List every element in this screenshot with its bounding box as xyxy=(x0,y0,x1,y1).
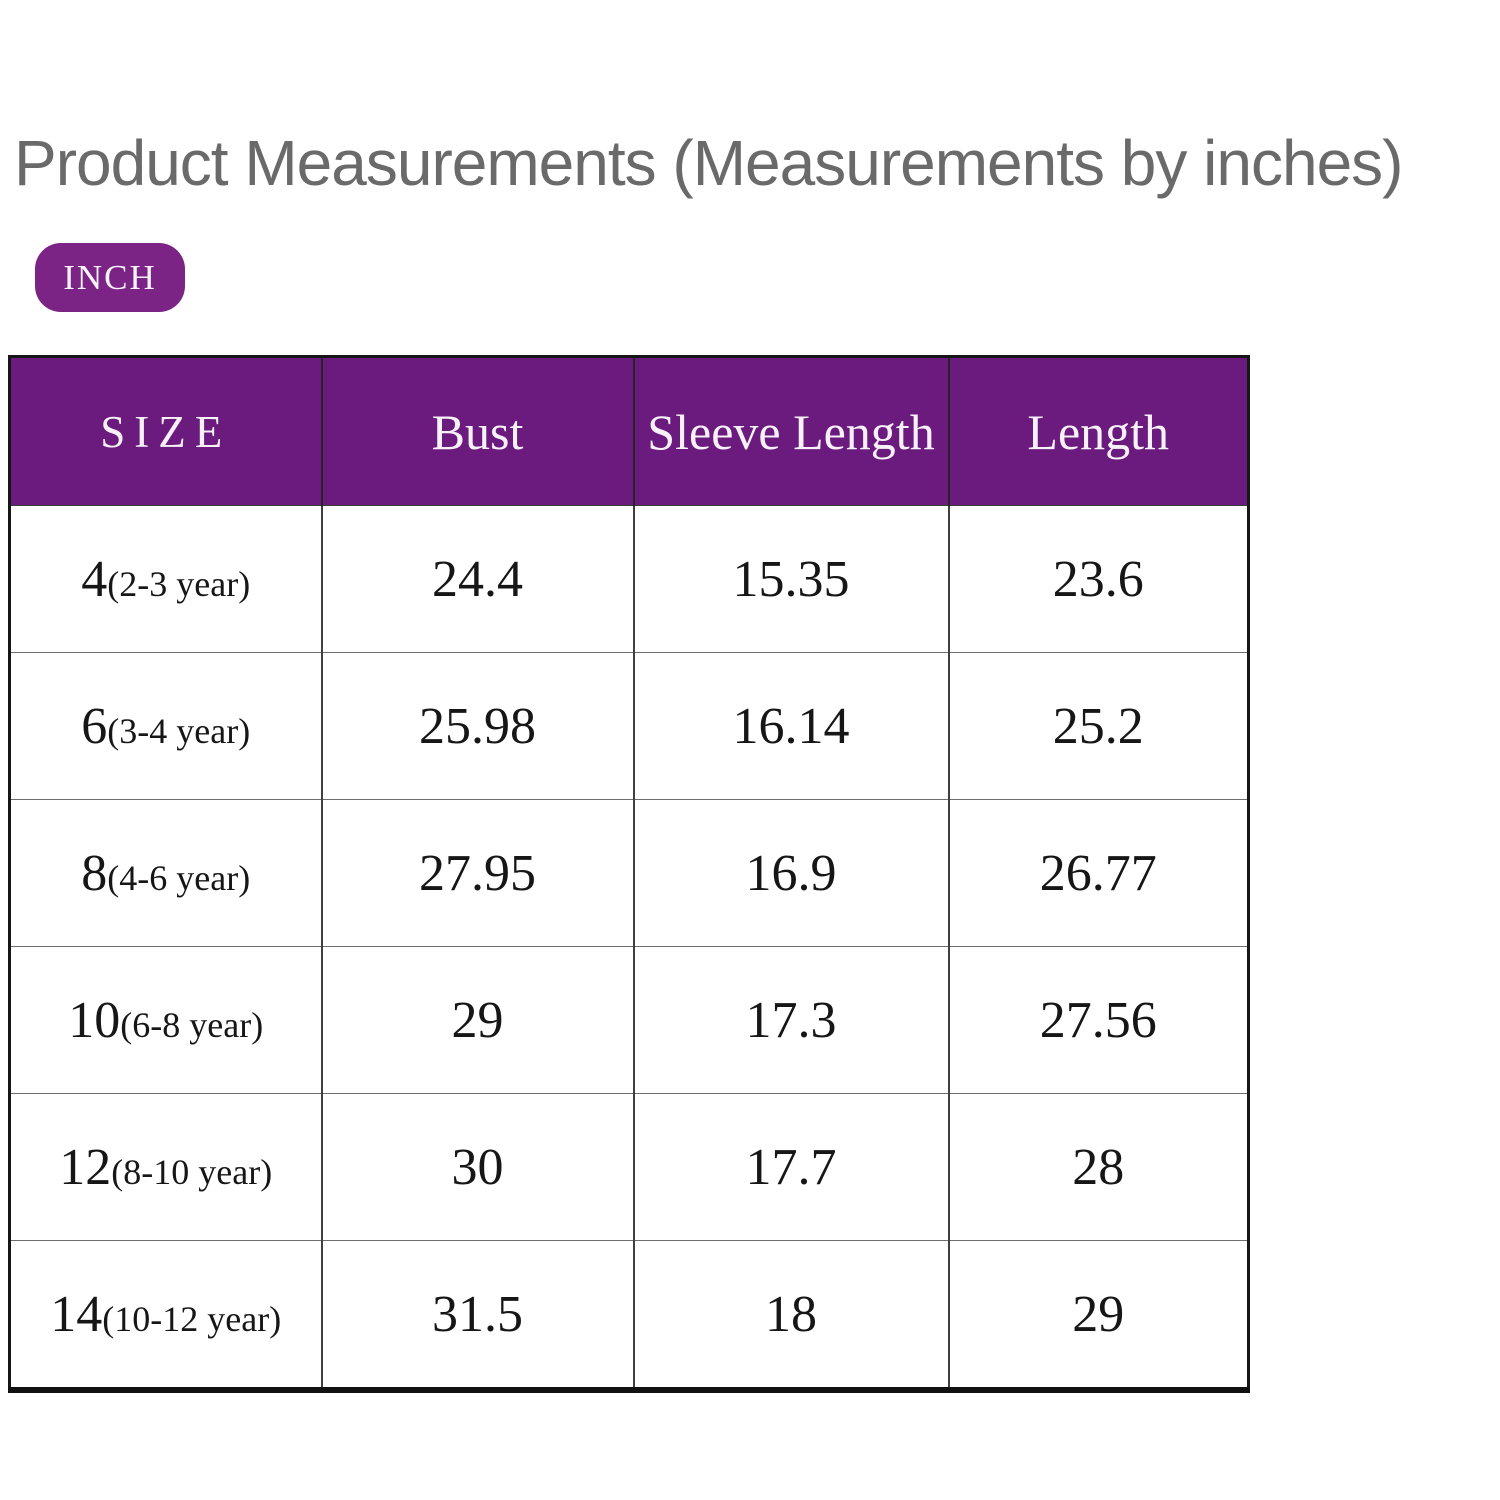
length-cell: 28 xyxy=(947,1093,1250,1241)
column-header-length: Length xyxy=(947,355,1250,506)
measurements-table: SIZE Bust Sleeve Length Length 4(2-3 yea… xyxy=(8,355,1250,1393)
sleeve-length-value: 16.14 xyxy=(732,697,850,755)
length-value: 26.77 xyxy=(1039,844,1157,902)
length-value: 23.6 xyxy=(1052,550,1144,608)
size-age-range: (10-12 year) xyxy=(102,1298,282,1339)
sleeve-length-cell: 16.9 xyxy=(632,799,950,947)
bust-value: 29 xyxy=(451,991,504,1049)
bust-value: 24.4 xyxy=(432,550,523,608)
size-number: 4 xyxy=(81,550,108,608)
size-number: 6 xyxy=(81,697,108,755)
length-value: 29 xyxy=(1072,1285,1125,1343)
sleeve-length-value: 15.35 xyxy=(732,550,850,608)
bust-cell: 27.95 xyxy=(320,799,635,947)
length-value: 27.56 xyxy=(1039,991,1157,1049)
length-value: 28 xyxy=(1072,1138,1125,1196)
sleeve-length-cell: 18 xyxy=(632,1240,950,1391)
size-age-range: (2-3 year) xyxy=(107,563,251,604)
size-cell: 4(2-3 year) xyxy=(8,505,323,653)
size-age-range: (8-10 year) xyxy=(111,1151,273,1192)
size-cell: 8(4-6 year) xyxy=(8,799,323,947)
column-header-sleeve-length: Sleeve Length xyxy=(632,355,950,506)
size-cell: 6(3-4 year) xyxy=(8,652,323,800)
size-cell: 14(10-12 year) xyxy=(8,1240,323,1391)
bust-value: 30 xyxy=(451,1138,504,1196)
sleeve-length-cell: 17.7 xyxy=(632,1093,950,1241)
table-row: 14(10-12 year) 31.5 18 29 xyxy=(8,1240,1250,1391)
page-title: Product Measurements (Measurements by in… xyxy=(14,127,1403,199)
length-cell: 26.77 xyxy=(947,799,1250,947)
sleeve-length-cell: 15.35 xyxy=(632,505,950,653)
bust-cell: 25.98 xyxy=(320,652,635,800)
bust-cell: 31.5 xyxy=(320,1240,635,1391)
size-age-range: (3-4 year) xyxy=(107,710,251,751)
length-value: 25.2 xyxy=(1052,697,1144,755)
bust-value: 31.5 xyxy=(432,1285,523,1343)
table-body: 4(2-3 year) 24.4 15.35 23.6 6(3-4 year) … xyxy=(8,505,1250,1391)
size-number: 12 xyxy=(59,1138,112,1196)
size-cell: 10(6-8 year) xyxy=(8,946,323,1094)
unit-inch-button[interactable]: INCH xyxy=(35,243,185,312)
bust-cell: 24.4 xyxy=(320,505,635,653)
sleeve-length-value: 17.7 xyxy=(745,1138,837,1196)
bust-cell: 30 xyxy=(320,1093,635,1241)
column-header-bust: Bust xyxy=(320,355,635,506)
table-row: 6(3-4 year) 25.98 16.14 25.2 xyxy=(8,652,1250,800)
length-cell: 29 xyxy=(947,1240,1250,1391)
bust-cell: 29 xyxy=(320,946,635,1094)
length-cell: 25.2 xyxy=(947,652,1250,800)
size-number: 14 xyxy=(50,1285,103,1343)
size-age-range: (4-6 year) xyxy=(107,857,251,898)
table-row: 8(4-6 year) 27.95 16.9 26.77 xyxy=(8,799,1250,947)
table-row: 10(6-8 year) 29 17.3 27.56 xyxy=(8,946,1250,1094)
sleeve-length-value: 17.3 xyxy=(745,991,837,1049)
table-row: 4(2-3 year) 24.4 15.35 23.6 xyxy=(8,505,1250,653)
sleeve-length-value: 16.9 xyxy=(745,844,837,902)
sleeve-length-value: 18 xyxy=(765,1285,817,1343)
bust-value: 25.98 xyxy=(419,697,536,755)
column-header-size: SIZE xyxy=(8,355,323,506)
size-cell: 12(8-10 year) xyxy=(8,1093,323,1241)
length-cell: 23.6 xyxy=(947,505,1250,653)
table-row: 12(8-10 year) 30 17.7 28 xyxy=(8,1093,1250,1241)
sleeve-length-cell: 17.3 xyxy=(632,946,950,1094)
size-number: 10 xyxy=(68,991,121,1049)
sleeve-length-cell: 16.14 xyxy=(632,652,950,800)
bust-value: 27.95 xyxy=(419,844,536,902)
length-cell: 27.56 xyxy=(947,946,1250,1094)
table-header-row: SIZE Bust Sleeve Length Length xyxy=(8,355,1250,506)
size-number: 8 xyxy=(81,844,108,902)
size-age-range: (6-8 year) xyxy=(120,1004,264,1045)
